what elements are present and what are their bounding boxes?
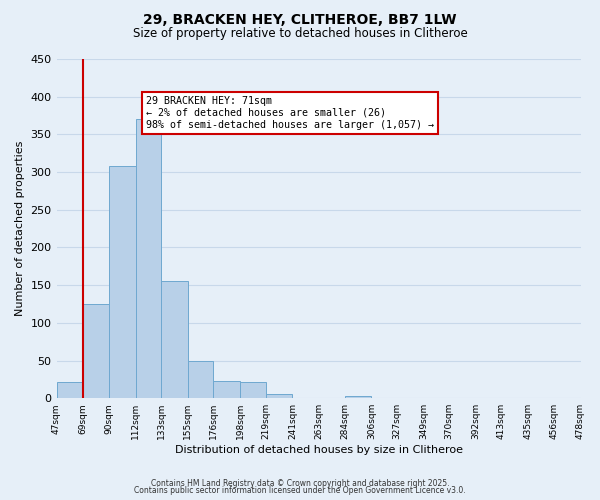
Bar bbox=[109, 166, 136, 398]
Bar bbox=[266, 394, 292, 398]
Bar bbox=[344, 396, 371, 398]
Bar bbox=[136, 120, 161, 398]
Bar bbox=[240, 382, 266, 398]
Bar bbox=[161, 280, 188, 398]
X-axis label: Distribution of detached houses by size in Clitheroe: Distribution of detached houses by size … bbox=[175, 445, 463, 455]
Bar bbox=[83, 304, 109, 398]
Text: Contains HM Land Registry data © Crown copyright and database right 2025.: Contains HM Land Registry data © Crown c… bbox=[151, 478, 449, 488]
Text: 29 BRACKEN HEY: 71sqm
← 2% of detached houses are smaller (26)
98% of semi-detac: 29 BRACKEN HEY: 71sqm ← 2% of detached h… bbox=[146, 96, 434, 130]
Y-axis label: Number of detached properties: Number of detached properties bbox=[15, 141, 25, 316]
Bar bbox=[56, 382, 83, 398]
Bar bbox=[188, 362, 214, 398]
Text: Size of property relative to detached houses in Clitheroe: Size of property relative to detached ho… bbox=[133, 28, 467, 40]
Text: Contains public sector information licensed under the Open Government Licence v3: Contains public sector information licen… bbox=[134, 486, 466, 495]
Bar bbox=[214, 381, 240, 398]
Text: 29, BRACKEN HEY, CLITHEROE, BB7 1LW: 29, BRACKEN HEY, CLITHEROE, BB7 1LW bbox=[143, 12, 457, 26]
